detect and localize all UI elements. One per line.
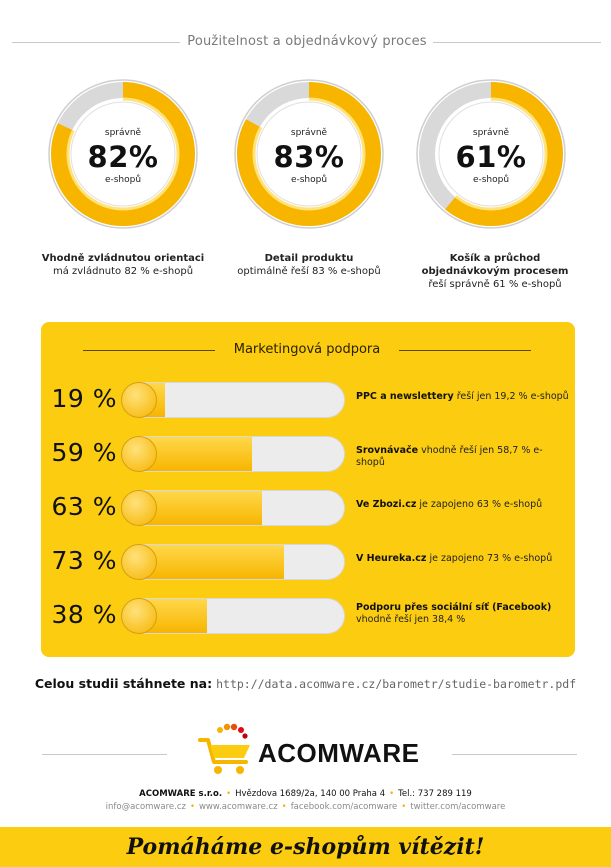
bar-row-comparators: 59 % Srovnávače vhodně řeší jen 58,7 % e… [41, 432, 575, 476]
bar-description: Ve Zbozi.cz je zapojeno 63 % e-shopů [356, 499, 571, 511]
contact-links: info@acomware.cz • www.acomware.cz • faceboo… [0, 802, 611, 812]
ring-chart [48, 79, 198, 229]
ring-chart [416, 79, 566, 229]
marketing-panel: Marketingová podpora 19 % PPC a newslett… [41, 322, 575, 657]
divider [42, 754, 167, 755]
caption-text: řeší správně 61 % e-shopů [428, 279, 562, 290]
twitter-link[interactable]: twitter.com/acomware [410, 802, 506, 812]
download-line: Celou studii stáhnete na: http://data.ac… [0, 676, 611, 691]
bar-percent: 73 % [51, 546, 117, 575]
section-heading-usability: Použitelnost a objednávkový proces [0, 34, 611, 50]
bar-title: V Heureka.cz [356, 553, 427, 564]
email-link[interactable]: info@acomware.cz [105, 802, 186, 812]
bar-text: vhodně řeší jen 38,4 % [356, 614, 466, 625]
slogan-banner: Pomáháme e-shopům vítězit! [0, 827, 611, 867]
bar-percent: 63 % [51, 492, 117, 521]
bullet-icon: • [281, 802, 287, 812]
caption-product-detail: Detail produktu optimálně řeší 83 % e-sh… [214, 252, 404, 278]
caption-title: Košík a průchod objednávkovým procesem [421, 253, 569, 277]
divider [12, 42, 180, 43]
caption-title: Detail produktu [264, 253, 354, 264]
bulb-cap [121, 382, 157, 418]
gauge-value: 61% [455, 140, 527, 174]
bulb-cap [121, 490, 157, 526]
acomware-logo: ACOMWARE [196, 722, 436, 778]
ring-highlight [252, 97, 366, 211]
gauge-cart-checkout: správně 61% e-shopů [406, 78, 576, 230]
bar-text: je zapojeno 63 % e-shopů [419, 499, 543, 510]
ring-chart [234, 79, 384, 229]
section-title: Marketingová podpora [233, 342, 381, 357]
divider [433, 42, 601, 43]
bullet-icon: • [226, 789, 232, 799]
bar-title: Ve Zbozi.cz [356, 499, 417, 510]
bullet-icon: • [189, 802, 195, 812]
bulb-cap [121, 436, 157, 472]
ring-fill [51, 82, 195, 226]
cart-icon [198, 723, 250, 774]
bar-title: Podporu přes sociální síť (Facebook) [356, 602, 552, 613]
bar-percent: 59 % [51, 438, 117, 467]
bar-description: Srovnávače vhodně řeší jen 58,7 % e-shop… [356, 445, 571, 469]
ring-fill [419, 82, 563, 226]
bar-text: vhodně řeší jen 58,7 % e-shopů [356, 445, 543, 468]
company-phone: Tel.: 737 289 119 [398, 789, 472, 799]
bar-row-ppc: 19 % PPC a newslettery řeší jen 19,2 % e… [41, 378, 575, 422]
ring-highlight [66, 97, 180, 211]
website-link[interactable]: www.acomware.cz [198, 802, 278, 812]
bullet-icon: • [401, 802, 407, 812]
gauge-label-top: správně [472, 128, 510, 138]
gauge-value: 83% [273, 140, 345, 174]
facebook-link[interactable]: facebook.com/acomware [290, 802, 398, 812]
company-address: Hvězdova 1689/2a, 140 00 Praha 4 [235, 789, 386, 799]
bar-description: Podporu přes sociální síť (Facebook) vhod… [356, 602, 571, 626]
section-heading-marketing: Marketingová podpora [41, 342, 575, 358]
ring-inner-disc [438, 101, 544, 207]
caption-text: má zvládnuto 82 % e-shopů [52, 266, 194, 277]
caption-cart-checkout: Košík a průchod objednávkovým procesem ř… [410, 252, 580, 291]
caption-text: optimálně řeší 83 % e-shopů [237, 266, 381, 277]
gauge-label-top: správně [290, 128, 328, 138]
caption-title: Vhodně zvládnutou orientaci [41, 253, 205, 264]
bar-percent: 38 % [51, 600, 117, 629]
gauge-label-bottom: e-shopů [290, 175, 328, 185]
download-label: Celou studii stáhnete na: [34, 676, 213, 691]
bullet-icon: • [389, 789, 395, 799]
bar-row-zbozi: 63 % Ve Zbozi.cz je zapojeno 63 % e-shop… [41, 486, 575, 530]
ring-highlight [434, 97, 548, 211]
bar-description: V Heureka.cz je zapojeno 73 % e-shopů [356, 553, 571, 565]
bar-title: PPC a newslettery [356, 391, 454, 402]
ring-inner-disc [70, 101, 176, 207]
section-title: Použitelnost a objednávkový proces [187, 34, 427, 49]
divider [83, 350, 215, 351]
divider [399, 350, 531, 351]
progress-track [121, 382, 345, 418]
gauge-product-detail: správně 83% e-shopů [224, 78, 394, 230]
company-name: ACOMWARE s.r.o. [139, 789, 223, 799]
bar-row-facebook: 38 % Podporu přes sociální síť (Facebook… [41, 594, 575, 638]
bulb-cap [121, 598, 157, 634]
company-info: ACOMWARE s.r.o. • Hvězdova 1689/2a, 140 00… [0, 789, 611, 799]
bar-description: PPC a newslettery řeší jen 19,2 % e-shop… [356, 391, 571, 403]
bar-text: řeší jen 19,2 % e-shopů [456, 391, 569, 402]
gauge-label-top: správně [104, 128, 142, 138]
bar-text: je zapojeno 73 % e-shopů [429, 553, 553, 564]
gauge-label-bottom: e-shopů [104, 175, 142, 185]
brand-name: ACOMWARE [258, 738, 420, 768]
gauge-label-bottom: e-shopů [472, 175, 510, 185]
slogan: Pomáháme e-shopům vítězit! [126, 834, 485, 860]
ring-inner-disc [256, 101, 362, 207]
gauge-orientation: správně 82% e-shopů [38, 78, 208, 230]
bar-row-heureka: 73 % V Heureka.cz je zapojeno 73 % e-sho… [41, 540, 575, 584]
bulb-cap [121, 544, 157, 580]
bar-title: Srovnávače [356, 445, 419, 456]
divider [452, 754, 577, 755]
ring-fill [237, 82, 381, 226]
caption-orientation: Vhodně zvládnutou orientaci má zvládnuto… [28, 252, 218, 278]
gauge-value: 82% [87, 140, 159, 174]
download-link[interactable]: http://data.acomware.cz/barometr/studie-… [216, 677, 577, 691]
bar-percent: 19 % [51, 384, 117, 413]
